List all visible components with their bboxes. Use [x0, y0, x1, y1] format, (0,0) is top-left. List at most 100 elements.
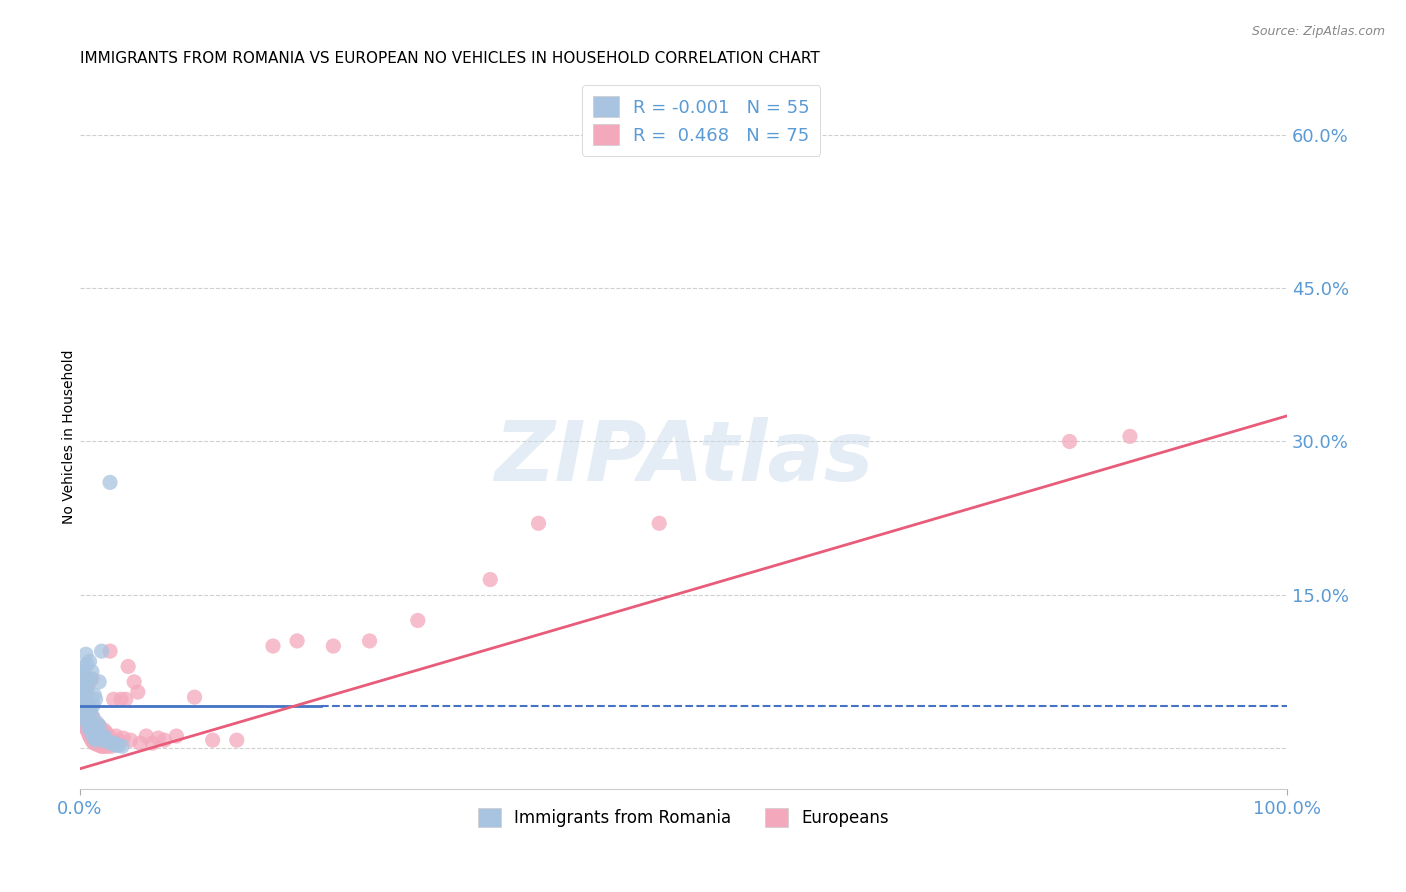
Point — [120, 733, 142, 747]
Point — [75, 713, 97, 727]
Point — [77, 678, 100, 692]
Text: ZIPAtlas: ZIPAtlas — [494, 417, 873, 498]
Point — [87, 723, 110, 737]
Point — [94, 731, 117, 745]
Point — [72, 680, 94, 694]
Point — [76, 681, 98, 696]
Point — [73, 672, 96, 686]
Point — [76, 715, 98, 730]
Point — [479, 573, 502, 587]
Point — [153, 733, 176, 747]
Point — [97, 735, 120, 749]
Point — [201, 733, 224, 747]
Point — [80, 726, 103, 740]
Point — [70, 713, 93, 727]
Point — [527, 516, 550, 531]
Text: IMMIGRANTS FROM ROMANIA VS EUROPEAN NO VEHICLES IN HOUSEHOLD CORRELATION CHART: IMMIGRANTS FROM ROMANIA VS EUROPEAN NO V… — [80, 51, 820, 66]
Point — [76, 688, 98, 702]
Point — [406, 614, 429, 628]
Point — [84, 736, 107, 750]
Point — [111, 739, 134, 754]
Point — [76, 723, 98, 737]
Point — [80, 708, 103, 723]
Point — [77, 672, 100, 686]
Point — [94, 739, 117, 754]
Point — [89, 729, 111, 743]
Point — [75, 681, 97, 696]
Point — [648, 516, 671, 531]
Point — [75, 721, 97, 735]
Point — [72, 695, 94, 709]
Point — [104, 737, 127, 751]
Point — [86, 723, 108, 737]
Point — [82, 729, 104, 743]
Point — [83, 736, 105, 750]
Point — [100, 736, 122, 750]
Point — [82, 711, 104, 725]
Point — [86, 715, 108, 730]
Point — [96, 726, 118, 740]
Point — [73, 698, 96, 713]
Point — [75, 692, 97, 706]
Point — [83, 688, 105, 702]
Point — [75, 647, 97, 661]
Point — [117, 659, 139, 673]
Point — [77, 706, 100, 720]
Point — [76, 657, 98, 672]
Point — [79, 700, 101, 714]
Point — [114, 692, 136, 706]
Point — [73, 685, 96, 699]
Point — [80, 665, 103, 679]
Point — [84, 733, 107, 747]
Point — [73, 692, 96, 706]
Point — [87, 729, 110, 743]
Point — [122, 674, 145, 689]
Point — [89, 719, 111, 733]
Point — [96, 733, 118, 747]
Point — [72, 665, 94, 679]
Point — [91, 733, 114, 747]
Point — [84, 692, 107, 706]
Point — [225, 733, 247, 747]
Text: Source: ZipAtlas.com: Source: ZipAtlas.com — [1251, 25, 1385, 38]
Point — [103, 692, 125, 706]
Point — [97, 739, 120, 754]
Point — [129, 736, 152, 750]
Point — [98, 644, 121, 658]
Point — [80, 733, 103, 747]
Point — [76, 708, 98, 723]
Legend: Immigrants from Romania, Europeans: Immigrants from Romania, Europeans — [471, 801, 896, 834]
Point — [79, 698, 101, 713]
Point — [107, 733, 129, 747]
Point — [97, 729, 120, 743]
Point — [70, 685, 93, 699]
Point — [72, 670, 94, 684]
Point — [73, 719, 96, 733]
Point — [80, 672, 103, 686]
Point — [91, 739, 114, 754]
Point — [75, 706, 97, 720]
Point — [105, 738, 128, 752]
Point — [79, 654, 101, 668]
Point — [72, 681, 94, 696]
Point — [89, 719, 111, 733]
Point — [183, 690, 205, 705]
Point — [83, 715, 105, 730]
Point — [86, 737, 108, 751]
Point — [80, 708, 103, 723]
Point — [262, 639, 284, 653]
Point — [75, 678, 97, 692]
Point — [1059, 434, 1081, 449]
Point — [79, 719, 101, 733]
Point — [90, 723, 112, 737]
Point — [93, 723, 115, 737]
Point — [110, 692, 132, 706]
Point — [100, 739, 122, 754]
Point — [90, 739, 112, 754]
Point — [72, 711, 94, 725]
Point — [83, 731, 105, 745]
Point — [98, 475, 121, 490]
Point — [103, 736, 125, 750]
Point — [82, 735, 104, 749]
Point — [1119, 429, 1142, 443]
